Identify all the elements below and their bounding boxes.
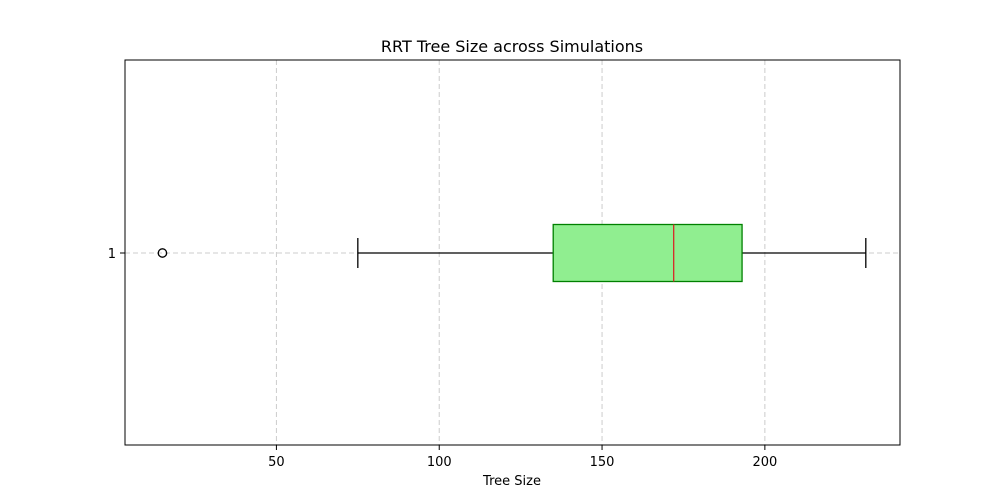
tick-layer: 50 100 150 200 1	[108, 247, 778, 470]
outlier-point-0	[157, 248, 168, 258]
x-tick-label-100: 100	[427, 455, 452, 470]
y-tick-label-1: 1	[108, 247, 116, 262]
box-plot-layer	[157, 223, 867, 283]
x-tick-label-150: 150	[590, 455, 615, 470]
x-tick-label-50: 50	[268, 455, 285, 470]
x-axis-label: Tree Size	[482, 474, 541, 489]
x-tick-label-200: 200	[752, 455, 777, 470]
iqr-box	[552, 223, 743, 283]
chart-title: RRT Tree Size across Simulations	[381, 37, 643, 56]
